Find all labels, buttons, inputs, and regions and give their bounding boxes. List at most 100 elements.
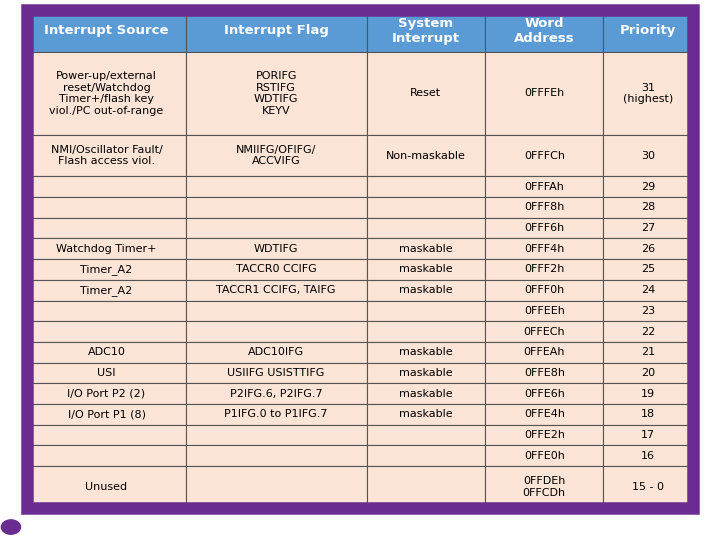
Text: maskable: maskable — [399, 409, 453, 420]
Bar — [27, 466, 186, 508]
Text: 0FFF2h: 0FFF2h — [524, 265, 564, 274]
Circle shape — [1, 520, 20, 534]
Text: 29: 29 — [641, 181, 655, 192]
Bar — [603, 321, 693, 342]
Bar — [27, 363, 186, 383]
Bar — [186, 466, 366, 508]
Bar — [485, 425, 603, 446]
Bar — [485, 280, 603, 301]
Bar — [366, 135, 485, 176]
Bar — [485, 446, 603, 466]
Text: Power-up/external
reset/Watchdog
Timer+/flash key
viol./PC out-of-range: Power-up/external reset/Watchdog Timer+/… — [50, 71, 163, 116]
Text: 0FFF6h: 0FFF6h — [524, 223, 564, 233]
Bar — [485, 404, 603, 425]
Bar — [603, 301, 693, 321]
Bar — [366, 383, 485, 404]
Bar — [603, 197, 693, 218]
Bar — [485, 10, 603, 52]
Bar — [186, 238, 366, 259]
Text: 0FFE4h: 0FFE4h — [523, 409, 564, 420]
Bar — [27, 52, 186, 135]
Text: 26: 26 — [641, 244, 655, 254]
Bar — [27, 301, 186, 321]
Bar — [603, 238, 693, 259]
Bar — [603, 342, 693, 363]
Bar — [186, 383, 366, 404]
Text: 19: 19 — [641, 389, 655, 399]
Text: 0FFFCh: 0FFFCh — [523, 151, 564, 160]
Bar — [603, 259, 693, 280]
Text: 20: 20 — [641, 368, 655, 378]
Bar — [186, 259, 366, 280]
Bar — [603, 10, 693, 52]
Text: 17: 17 — [641, 430, 655, 440]
Bar — [485, 218, 603, 238]
Bar — [603, 135, 693, 176]
Bar — [366, 280, 485, 301]
Text: maskable: maskable — [399, 265, 453, 274]
Text: 0FFECh: 0FFECh — [523, 327, 565, 336]
Text: TACCR1 CCIFG, TAIFG: TACCR1 CCIFG, TAIFG — [217, 285, 336, 295]
Text: NMIIFG/OFIFG/
ACCVIFG: NMIIFG/OFIFG/ ACCVIFG — [236, 145, 316, 166]
Bar — [186, 135, 366, 176]
Bar — [603, 363, 693, 383]
Text: TACCR0 CCIFG: TACCR0 CCIFG — [235, 265, 317, 274]
Bar — [366, 321, 485, 342]
Bar — [485, 238, 603, 259]
Bar — [186, 280, 366, 301]
Bar — [27, 259, 186, 280]
Bar — [27, 135, 186, 176]
Bar — [485, 197, 603, 218]
Text: Reset: Reset — [410, 89, 441, 98]
Text: 0FFFEh: 0FFFEh — [524, 89, 564, 98]
Bar — [366, 176, 485, 197]
Bar — [186, 52, 366, 135]
Bar — [485, 383, 603, 404]
Text: Priority: Priority — [620, 24, 676, 37]
Text: Timer_A2: Timer_A2 — [81, 264, 132, 275]
Bar — [186, 404, 366, 425]
Text: 0FFF8h: 0FFF8h — [524, 202, 564, 212]
Text: PORIFG
RSTIFG
WDTIFG
KEYV: PORIFG RSTIFG WDTIFG KEYV — [254, 71, 298, 116]
Bar — [485, 301, 603, 321]
Text: 24: 24 — [641, 285, 655, 295]
Bar — [603, 446, 693, 466]
Bar — [366, 238, 485, 259]
Bar — [27, 280, 186, 301]
Text: 0FFE6h: 0FFE6h — [524, 389, 564, 399]
Bar — [27, 176, 186, 197]
Bar — [603, 404, 693, 425]
Bar — [366, 218, 485, 238]
Bar — [485, 363, 603, 383]
Bar — [27, 238, 186, 259]
Bar — [186, 425, 366, 446]
Text: 25: 25 — [641, 265, 655, 274]
Bar — [366, 363, 485, 383]
Text: P2IFG.6, P2IFG.7: P2IFG.6, P2IFG.7 — [230, 389, 323, 399]
Bar — [27, 197, 186, 218]
Text: I/O Port P1 (8): I/O Port P1 (8) — [68, 409, 145, 420]
Bar — [27, 446, 186, 466]
Text: Watchdog Timer+: Watchdog Timer+ — [56, 244, 157, 254]
Text: Non-maskable: Non-maskable — [386, 151, 466, 160]
Text: System
Interrupt: System Interrupt — [392, 17, 460, 45]
Text: ADC10: ADC10 — [88, 347, 125, 357]
Text: maskable: maskable — [399, 347, 453, 357]
Bar — [27, 321, 186, 342]
Bar — [186, 301, 366, 321]
Text: 0FFFAh: 0FFFAh — [524, 181, 564, 192]
Text: 23: 23 — [641, 306, 655, 316]
Text: Unused: Unused — [86, 482, 127, 492]
Text: 0FFE2h: 0FFE2h — [523, 430, 564, 440]
Bar — [27, 10, 186, 52]
Bar — [366, 404, 485, 425]
Text: 22: 22 — [641, 327, 655, 336]
Text: maskable: maskable — [399, 244, 453, 254]
Text: 0FFEAh: 0FFEAh — [523, 347, 565, 357]
Text: NMI/Oscillator Fault/
Flash access viol.: NMI/Oscillator Fault/ Flash access viol. — [50, 145, 163, 166]
Text: 0FFEEh: 0FFEEh — [524, 306, 564, 316]
Text: WDTIFG: WDTIFG — [254, 244, 298, 254]
Bar — [603, 280, 693, 301]
Text: 28: 28 — [641, 202, 655, 212]
Text: 27: 27 — [641, 223, 655, 233]
